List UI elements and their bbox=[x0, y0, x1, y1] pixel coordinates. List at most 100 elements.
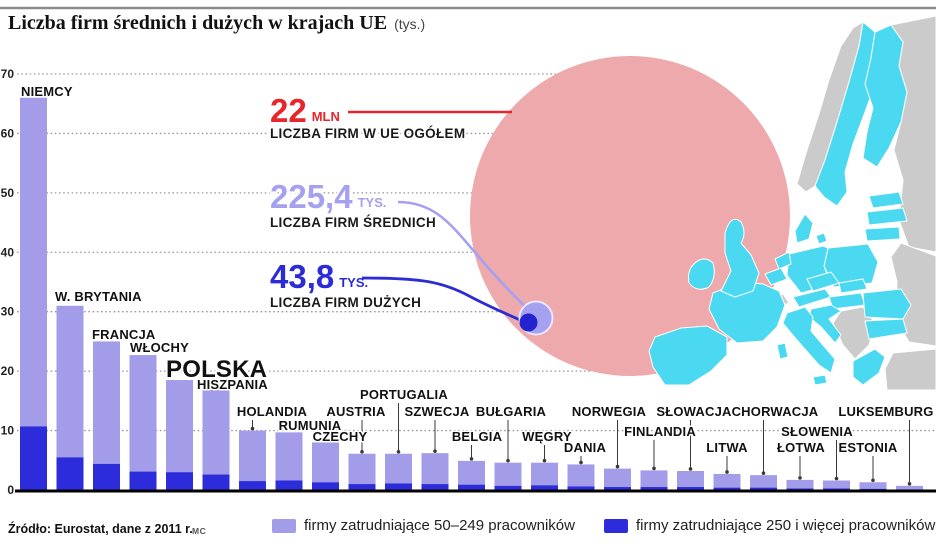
bar-belgia bbox=[458, 460, 485, 490]
map-sardinia bbox=[776, 342, 789, 360]
bar-polska bbox=[166, 380, 193, 490]
y-tick-20: 20 bbox=[1, 364, 15, 378]
bar-rumunia bbox=[275, 432, 303, 490]
map-latvia bbox=[866, 207, 908, 226]
callout-medium: 225,4 TYS. LICZBA FIRM ŚREDNICH bbox=[268, 176, 438, 232]
bar-holandia-medium bbox=[239, 430, 266, 482]
leader-dot-austria bbox=[360, 449, 364, 454]
medium-label: LICZBA FIRM ŚREDNICH bbox=[270, 215, 436, 230]
bar-luksemburg-medium bbox=[896, 485, 923, 490]
bar-portugalia-large bbox=[385, 483, 412, 490]
label-bułgaria: BUŁGARIA bbox=[476, 404, 547, 419]
bar-polska-large bbox=[166, 472, 193, 490]
bar-portugalia bbox=[385, 453, 412, 490]
bar-słowenia-medium bbox=[823, 480, 850, 489]
bar-finlandia bbox=[640, 470, 668, 490]
y-tick-60: 60 bbox=[1, 126, 15, 140]
title-text: Liczba firm średnich i dużych w krajach … bbox=[8, 12, 387, 34]
total-value: 22 bbox=[270, 92, 307, 129]
bar-węgry-medium bbox=[531, 462, 558, 486]
leader-dot-dania bbox=[579, 460, 583, 465]
bar-belgia-medium bbox=[458, 460, 485, 485]
bar-hiszpania bbox=[202, 388, 230, 490]
bar-słowacja bbox=[677, 470, 704, 490]
label-chorwacja: CHORWACJA bbox=[732, 404, 819, 419]
map-estonia bbox=[868, 191, 904, 209]
bar-dania-medium bbox=[567, 464, 595, 487]
bar-czechy-large bbox=[312, 482, 339, 490]
bar-norwegia bbox=[604, 468, 631, 490]
bar-chorwacja-medium bbox=[750, 475, 777, 488]
page-title: Liczba firm średnich i dużych w krajach … bbox=[8, 12, 425, 34]
bar-francja-medium bbox=[93, 341, 120, 464]
bars bbox=[20, 97, 923, 490]
bar-włochy bbox=[129, 355, 157, 490]
map-romania bbox=[862, 288, 912, 320]
bar-hiszpania-medium bbox=[202, 388, 230, 475]
label-słowacja: SŁOWACJA bbox=[656, 404, 732, 419]
legend-item-large: firmy zatrudniające 250 i więcej pracown… bbox=[604, 517, 935, 534]
bar-estonia-large bbox=[859, 488, 887, 490]
bar-litwa-large bbox=[713, 487, 741, 490]
credit: MC bbox=[192, 526, 207, 536]
bar-francja bbox=[93, 341, 120, 490]
label-finlandia: FINLANDIA bbox=[624, 424, 696, 439]
label-czechy: CZECHY bbox=[313, 429, 368, 444]
label-portugalia: PORTUGALIA bbox=[360, 387, 448, 402]
footer: Źródło: Eurostat, dane z 2011 r. MC firm… bbox=[0, 508, 936, 548]
bar-holandia-large bbox=[239, 481, 266, 490]
bar-włochy-large bbox=[129, 471, 157, 490]
large-firms-circle bbox=[519, 313, 538, 332]
leader-dot-chorwacja bbox=[761, 471, 766, 475]
label-austria: AUSTRIA bbox=[326, 404, 386, 419]
legend-swatch-medium bbox=[272, 518, 296, 533]
bar-czechy-medium bbox=[312, 442, 339, 483]
bar-norwegia-medium bbox=[604, 468, 631, 488]
leader-dot-szwecja bbox=[433, 449, 437, 453]
leader-dot-bułgaria bbox=[506, 458, 510, 463]
bar-litwa bbox=[713, 473, 741, 490]
y-tick-40: 40 bbox=[1, 245, 15, 259]
bar-niemcy-large bbox=[20, 426, 47, 490]
bar-w-brytania-medium bbox=[56, 305, 84, 458]
bar-bułgaria-medium bbox=[494, 462, 522, 486]
bar-dania-large bbox=[567, 486, 595, 490]
bar-węgry-large bbox=[531, 485, 558, 490]
bar-czechy bbox=[312, 442, 339, 490]
leader-dot-słowacja bbox=[688, 467, 693, 471]
bar-szwecja bbox=[421, 453, 449, 490]
bar-w-brytania-large bbox=[56, 457, 84, 490]
y-tick-50: 50 bbox=[1, 186, 15, 200]
map-denmark-island bbox=[815, 232, 828, 245]
label-luksemburg: LUKSEMBURG bbox=[838, 404, 933, 419]
y-tick-70: 70 bbox=[1, 67, 15, 81]
source-note: Źródło: Eurostat, dane z 2011 r. bbox=[8, 522, 193, 536]
label-leader-lines bbox=[250, 403, 912, 486]
bar-hiszpania-large bbox=[202, 474, 230, 490]
map-uk bbox=[720, 218, 760, 298]
leader-dot-holandia bbox=[250, 426, 255, 431]
label-dania: DANIA bbox=[564, 440, 607, 455]
leader-dot-portugalia bbox=[396, 449, 401, 454]
callout-total: 22 MLN LICZBA FIRM W UE OGÓŁEM bbox=[268, 90, 467, 143]
label-węgry: WĘGRY bbox=[522, 429, 572, 444]
label-szwecja: SZWECJA bbox=[405, 404, 470, 419]
leader-dot-norwegia bbox=[615, 464, 620, 469]
bar-bułgaria-large bbox=[494, 485, 522, 490]
map-lithuania bbox=[864, 226, 901, 242]
bar-bułgaria bbox=[494, 462, 522, 490]
medium-callout-line bbox=[397, 200, 534, 315]
label-francja: FRANCJA bbox=[92, 327, 156, 342]
bar-szwecja-medium bbox=[421, 453, 449, 485]
y-tick-30: 30 bbox=[1, 305, 15, 319]
eu-total-firms-circle bbox=[470, 56, 790, 376]
leader-dot-litwa bbox=[725, 470, 729, 474]
bar-słowenia-large bbox=[823, 488, 850, 490]
y-axis: 0 10 20 30 40 50 60 70 bbox=[1, 67, 15, 497]
label-włochy: WŁOCHY bbox=[130, 340, 189, 355]
label-w-brytania: W. BRYTANIA bbox=[55, 289, 142, 304]
bar-francja-large bbox=[93, 463, 120, 490]
map-greece bbox=[852, 348, 886, 386]
